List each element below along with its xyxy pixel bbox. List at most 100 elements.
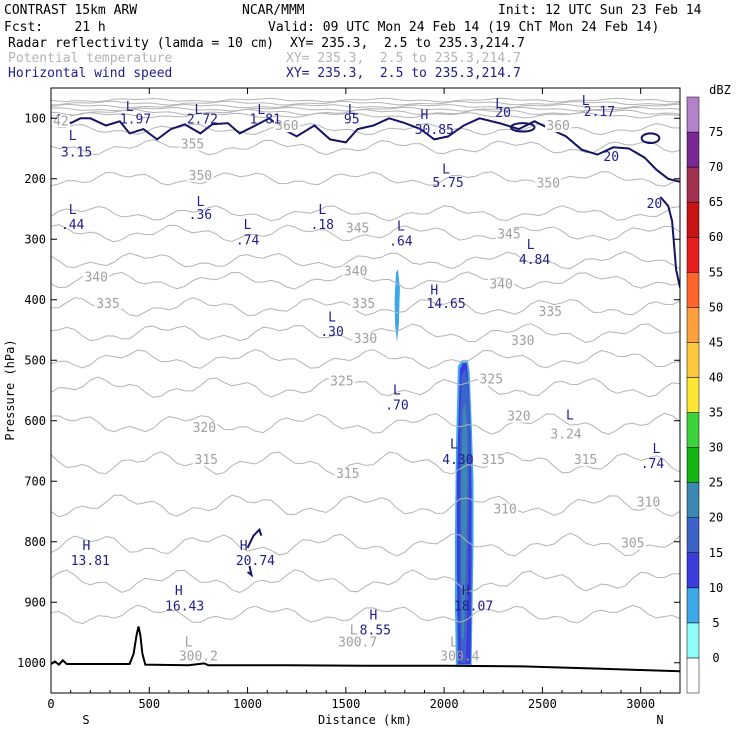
theta-label: 325 — [330, 374, 353, 389]
colorbar-swatch — [686, 342, 700, 378]
wind-speed-label: .44 — [61, 218, 85, 233]
model-title: CONTRAST 15km ARW — [4, 3, 138, 18]
field-wind-name: Horizontal wind speed — [8, 66, 173, 81]
wind-extremum-marker: H — [175, 584, 183, 599]
theta-contour — [51, 297, 680, 317]
theta-label-bg — [535, 177, 562, 190]
theta-label-bg — [344, 222, 371, 235]
theta-contour — [51, 122, 680, 136]
theta-label: 335 — [539, 305, 562, 320]
theta-label: 340 — [344, 264, 367, 279]
theta-contour — [51, 171, 680, 187]
field-reflectivity-name: Radar reflectivity (lamda = 10 cm) — [8, 36, 275, 51]
y-tick-label: 500 — [24, 353, 46, 367]
colorbar-swatch — [686, 657, 700, 694]
wind-extremum-marker: L — [450, 438, 458, 453]
colorbar-swatch — [686, 622, 700, 659]
theta-label: 320 — [507, 410, 530, 425]
colorbar-level-label: 5 — [712, 616, 719, 630]
wind-extremum-marker: L — [350, 623, 358, 638]
theta-label-bg — [334, 468, 361, 481]
theta-contour — [51, 224, 680, 243]
wind-extremum-marker: L — [495, 97, 503, 112]
theta-label-bg — [619, 537, 646, 550]
init-time: Init: 12 UTC Sun 23 Feb 14 — [498, 3, 702, 18]
wind-extremum-marker: L — [397, 219, 405, 234]
colorbar-unit: dBZ — [709, 83, 731, 97]
wind-extremum-marker: L — [69, 203, 77, 218]
x-tick-label: 2500 — [528, 697, 557, 711]
theta-label: 360 — [275, 119, 298, 134]
field-reflectivity-xy: XY= 235.3, 2.5 to 235.3,214.7 — [290, 36, 525, 51]
colorbar-level-label: 65 — [709, 195, 723, 209]
theta-label-bg — [350, 298, 377, 311]
valid-time: Valid: 09 UTC Mon 24 Feb 14 (19 ChT Mon … — [268, 20, 660, 35]
colorbar-level-label: 20 — [709, 511, 723, 525]
x-tick-label: 2000 — [430, 697, 459, 711]
wind-extremum-marker: H — [462, 584, 470, 599]
colorbar-swatch — [686, 552, 700, 589]
theta-contour — [51, 271, 680, 290]
x-axis-right-end-label: N — [656, 713, 663, 727]
wind-speed-label: 30.85 — [415, 123, 454, 138]
colorbar-swatch — [686, 131, 700, 168]
institution-label: NCAR/MMM — [242, 3, 305, 18]
x-tick-label: 3000 — [626, 697, 655, 711]
wind-speed-label: 20.74 — [236, 554, 275, 569]
wind-speed-label: 300.4 — [440, 649, 479, 664]
wind-speed-label: 18.07 — [454, 599, 493, 614]
theta-label-bg — [537, 305, 564, 318]
wind-contour-20-edge — [659, 196, 680, 288]
theta-label-bg — [548, 428, 583, 441]
theta-label-bg — [505, 410, 532, 423]
wind-extremum-marker: H — [82, 539, 90, 554]
y-tick-label: 1000 — [17, 656, 46, 670]
theta-contour — [51, 251, 680, 270]
theta-label: 335 — [96, 297, 119, 312]
colorbar-swatch — [686, 377, 700, 413]
wind-extremum-marker: L — [652, 442, 660, 457]
wind-extremum-marker: L — [185, 636, 193, 651]
wind-speed-label: .64 — [389, 234, 413, 249]
wind-extremum-marker: L — [393, 383, 401, 398]
x-axis-left-end-label: S — [82, 713, 89, 727]
colorbar-swatch — [686, 236, 700, 273]
theta-label-bg — [572, 454, 599, 467]
theta-label-bg — [635, 496, 662, 509]
colorbar: 0 5 10 15 20 25 30 35 40 45 50 55 60 65 70 75 — [686, 96, 723, 694]
theta-contour — [51, 604, 680, 625]
colorbar-swatch — [686, 96, 700, 133]
colorbar-swatch — [686, 517, 700, 554]
theta-label-bg — [495, 228, 522, 241]
theta-contour — [51, 106, 680, 112]
colorbar-swatch — [686, 447, 700, 483]
y-tick-label: 700 — [24, 474, 46, 488]
theta-contour — [51, 348, 680, 370]
theta-contour — [51, 97, 680, 103]
theta-label: 350 — [537, 177, 560, 192]
theta-contour — [51, 494, 680, 518]
colorbar-level-label: 50 — [709, 300, 723, 314]
colorbar-level-label: 75 — [709, 125, 723, 139]
wind-contour-20 — [51, 114, 680, 183]
colorbar-swatch — [686, 307, 700, 343]
y-tick-label: 400 — [24, 293, 46, 307]
theta-label-bg — [193, 454, 220, 467]
wind-speed-label: 300.7 — [338, 636, 377, 651]
colorbar-level-label: 70 — [709, 160, 723, 174]
theta-label-bg — [492, 503, 519, 516]
colorbar-level-label: 30 — [709, 441, 723, 455]
theta-label: 360 — [546, 119, 569, 134]
wind-speed-label: 1.81 — [250, 112, 281, 127]
colorbar-swatch — [686, 166, 700, 203]
y-tick-label: 200 — [24, 172, 46, 186]
theta-label: 315 — [336, 467, 359, 482]
terrain-line — [51, 626, 680, 673]
wind-speed-label: 8.55 — [360, 623, 391, 638]
wind-speed-label: 14.65 — [427, 297, 466, 312]
colorbar-level-label: 45 — [709, 335, 723, 349]
wind-speed-label: 2.72 — [187, 112, 218, 127]
theta-label: 335 — [352, 297, 375, 312]
theta-label-bg — [179, 138, 206, 151]
reflectivity-area-5dbz — [394, 269, 400, 343]
